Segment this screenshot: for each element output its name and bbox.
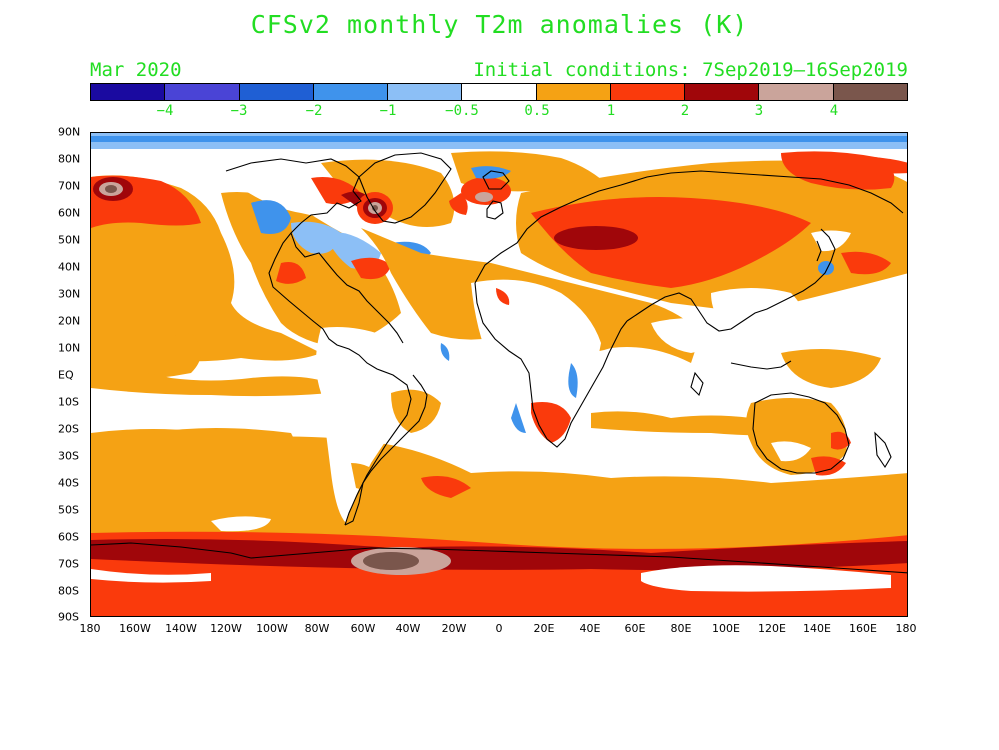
colorbar	[90, 83, 908, 101]
colorbar-swatch	[833, 84, 907, 100]
colorbar-label: −4	[156, 103, 174, 119]
colorbar-label: 4	[829, 103, 839, 119]
colorbar-label: −0.5	[445, 103, 479, 119]
colorbar-label: 0.5	[524, 103, 550, 119]
lon-label: 60E	[624, 622, 646, 635]
lat-label: 50N	[58, 233, 81, 247]
lat-label: 30N	[58, 287, 81, 301]
colorbar-swatch	[239, 84, 314, 100]
lon-label: 120E	[758, 622, 786, 635]
colorbar-swatch	[388, 84, 463, 100]
lat-label: 10S	[58, 395, 79, 409]
colorbar-swatch	[759, 84, 834, 100]
colorbar-swatch	[165, 84, 240, 100]
lon-label: 0	[495, 622, 503, 635]
lat-label: 80S	[58, 584, 79, 598]
lon-label: 20W	[441, 622, 467, 635]
colorbar-label: 2	[680, 103, 690, 119]
colorbar-label: −3	[230, 103, 248, 119]
lon-label: 160E	[849, 622, 877, 635]
lon-label: 140W	[165, 622, 197, 635]
lon-label: 40E	[579, 622, 601, 635]
lat-label: 70S	[58, 557, 79, 571]
lon-label: 80W	[304, 622, 330, 635]
lon-label: 80E	[670, 622, 692, 635]
lat-label: 40N	[58, 260, 81, 274]
lat-label: 30S	[58, 449, 79, 463]
lon-label: 100E	[712, 622, 740, 635]
colorbar-label: −2	[305, 103, 323, 119]
lat-label: 20S	[58, 422, 79, 436]
lat-label: 90S	[58, 610, 79, 624]
anomaly-map	[90, 132, 908, 617]
lat-label: 80N	[58, 152, 81, 166]
lat-label: 60S	[58, 530, 79, 544]
lat-label: 90N	[58, 125, 81, 139]
colorbar-swatch	[462, 84, 537, 100]
lon-label: 40W	[395, 622, 421, 635]
colorbar-label: −1	[379, 103, 397, 119]
forecast-month: Mar 2020	[90, 59, 182, 81]
lon-label: 160W	[119, 622, 151, 635]
colorbar-swatch	[313, 84, 389, 100]
lon-label: 60W	[350, 622, 376, 635]
lon-label: 180	[79, 622, 101, 635]
colorbar-swatch	[685, 84, 760, 100]
initial-conditions: Initial conditions: 7Sep2019–16Sep2019	[473, 59, 908, 81]
lat-label: 40S	[58, 476, 79, 490]
colorbar-label: 3	[754, 103, 764, 119]
lon-label: 120W	[210, 622, 242, 635]
colorbar-swatch	[91, 84, 166, 100]
lon-label: 180	[895, 622, 917, 635]
map-title: CFSv2 monthly T2m anomalies (K)	[250, 10, 749, 39]
lat-label: 50S	[58, 503, 79, 517]
lon-label: 140E	[803, 622, 831, 635]
lon-label: 20E	[533, 622, 555, 635]
colorbar-swatch	[610, 84, 686, 100]
colorbar-swatch	[536, 84, 611, 100]
lat-label: 60N	[58, 206, 81, 220]
lat-label: 20N	[58, 314, 81, 328]
colorbar-label: 1	[606, 103, 616, 119]
lon-label: 100W	[256, 622, 288, 635]
lat-label: EQ	[58, 368, 74, 382]
lat-label: 10N	[58, 341, 81, 355]
lat-label: 70N	[58, 179, 81, 193]
